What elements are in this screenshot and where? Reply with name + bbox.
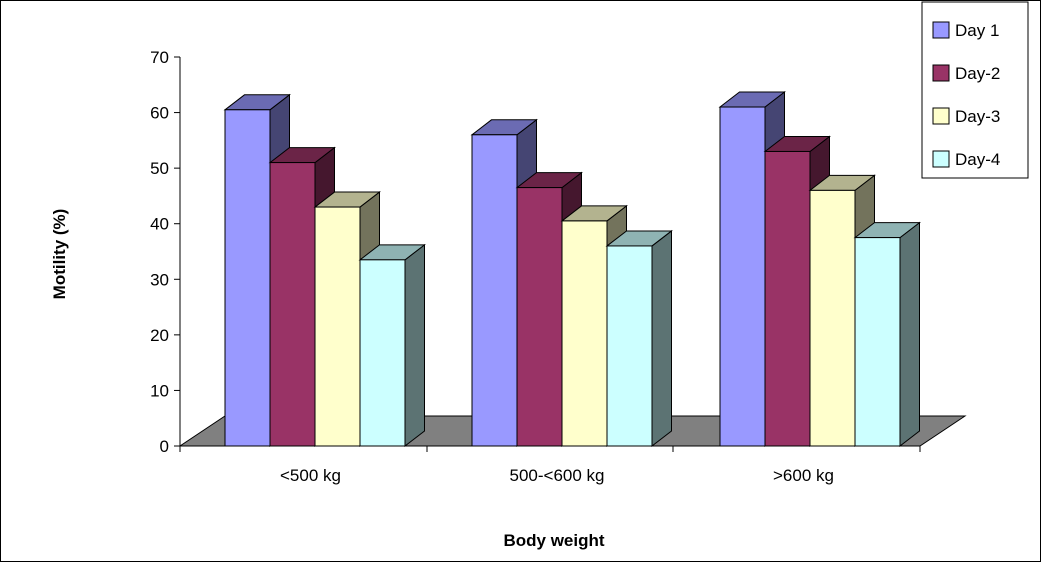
bar bbox=[358, 243, 426, 448]
y-tick-label: 60 bbox=[150, 104, 169, 123]
bar-front bbox=[719, 106, 766, 447]
x-tick-label: <500 kg bbox=[280, 466, 341, 485]
y-ticks: 0 10 20 30 40 50 60 70 bbox=[150, 48, 180, 456]
bar bbox=[605, 229, 673, 448]
legend-swatch bbox=[932, 64, 950, 82]
bar-side bbox=[651, 229, 672, 448]
bar-front bbox=[764, 150, 811, 447]
y-tick-label: 30 bbox=[150, 270, 169, 289]
y-tick-label: 0 bbox=[160, 437, 169, 456]
legend-label: Day-4 bbox=[955, 150, 1000, 169]
legend-label: Day 1 bbox=[955, 21, 999, 40]
bar-front bbox=[269, 162, 316, 447]
x-axis-title: Body weight bbox=[503, 531, 604, 550]
bar-front bbox=[854, 237, 901, 447]
y-tick-label: 10 bbox=[150, 381, 169, 400]
legend-swatch bbox=[932, 107, 950, 125]
bar-side bbox=[899, 221, 920, 448]
legend-label: Day-3 bbox=[955, 107, 1000, 126]
legend-swatch bbox=[932, 21, 950, 39]
legend-label: Day-2 bbox=[955, 64, 1000, 83]
bar-front bbox=[471, 134, 518, 447]
y-tick-label: 50 bbox=[150, 159, 169, 178]
bars bbox=[223, 90, 921, 448]
bar-front bbox=[561, 220, 608, 447]
bar-front bbox=[516, 187, 563, 447]
x-tick-label: >600 kg bbox=[773, 466, 834, 485]
legend-swatch bbox=[932, 150, 950, 168]
y-tick-label: 70 bbox=[150, 48, 169, 67]
bar-front bbox=[809, 189, 856, 447]
y-tick-label: 40 bbox=[150, 215, 169, 234]
bar-front bbox=[314, 206, 361, 447]
bar-front bbox=[224, 109, 271, 447]
y-tick-label: 20 bbox=[150, 326, 169, 345]
x-ticks: <500 kg 500-<600 kg >600 kg bbox=[179, 446, 921, 485]
bar-front bbox=[359, 259, 406, 447]
y-axis-title: Motility (%) bbox=[50, 209, 69, 300]
bar-front bbox=[606, 245, 653, 447]
bar bbox=[853, 221, 921, 448]
bar-side bbox=[404, 243, 425, 448]
legend: Day 1 Day-2 Day-3 Day-4 bbox=[921, 1, 1029, 179]
x-tick-label: 500-<600 kg bbox=[510, 466, 605, 485]
